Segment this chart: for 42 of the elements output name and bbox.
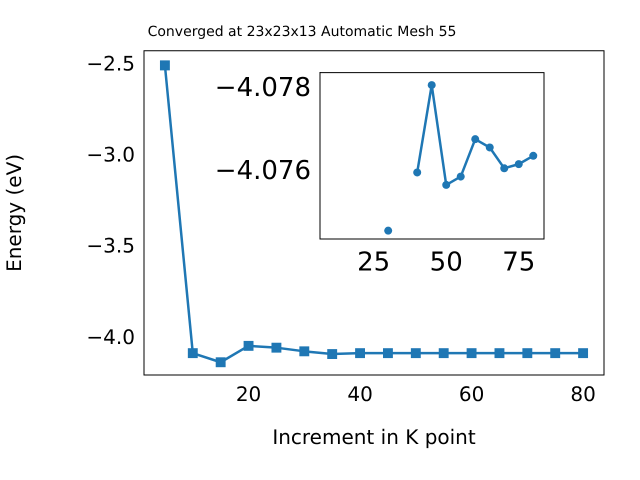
point: [500, 164, 508, 172]
point: [327, 349, 338, 360]
y-tick-label: −3.0: [86, 142, 135, 167]
y-tick-label: −3.5: [86, 234, 135, 258]
point: [413, 168, 422, 176]
x-axis-title: Increment in K point: [272, 425, 476, 450]
point: [466, 348, 477, 358]
point: [494, 348, 504, 358]
x-tick-label: 75: [502, 247, 536, 278]
point: [160, 60, 170, 70]
y-tick-label: −4.0: [86, 324, 135, 349]
point: [355, 348, 366, 358]
point: [382, 348, 393, 358]
point: [456, 172, 465, 181]
y-tick-label: −4.076: [214, 156, 311, 186]
point: [188, 348, 198, 358]
y-tick-label: −4.078: [214, 72, 311, 103]
y-tick-label: −2.5: [86, 52, 135, 76]
x-tick-label: 20: [236, 382, 262, 406]
point: [299, 346, 310, 356]
point: [438, 348, 449, 358]
chart-title: Converged at 23x23x13 Automatic Mesh 55: [148, 24, 456, 40]
point: [216, 357, 226, 368]
x-tick-label: 40: [347, 382, 373, 406]
point: [529, 152, 538, 160]
point: [471, 135, 480, 144]
point: [442, 180, 450, 189]
x-tick-label: 60: [458, 382, 484, 406]
point: [271, 342, 282, 353]
point: [522, 348, 532, 358]
point: [486, 143, 494, 152]
y-axis-title: Energy (eV): [2, 154, 26, 272]
point: [384, 226, 392, 235]
point: [244, 340, 254, 351]
point: [550, 348, 560, 358]
point: [410, 348, 421, 358]
x-tick-label: 80: [570, 382, 596, 406]
x-tick-label: 25: [357, 247, 390, 278]
point: [428, 81, 436, 90]
point: [578, 348, 588, 358]
point: [514, 160, 523, 168]
x-tick-label: 50: [430, 247, 463, 278]
